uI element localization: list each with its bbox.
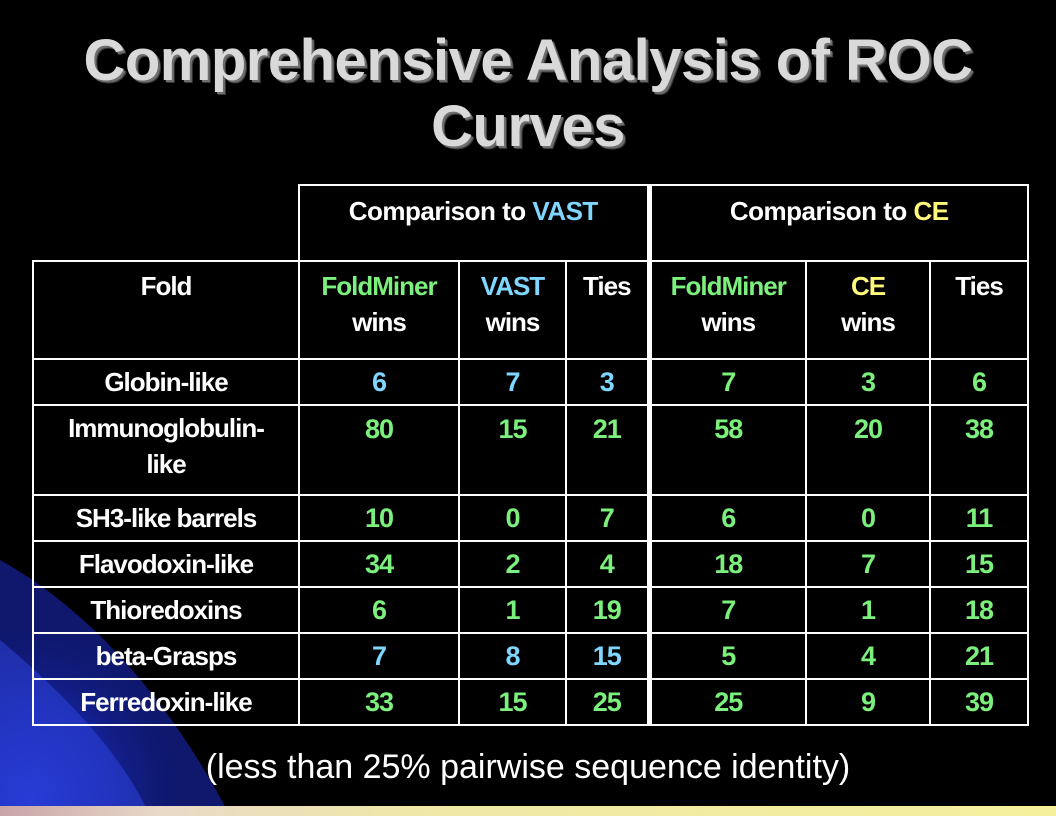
slide-title-line2: Curves — [431, 94, 625, 159]
cell-ce-wins: 0 — [805, 494, 931, 542]
cell-ce-foldminer-wins: 18 — [646, 540, 807, 588]
column-header-ce-ties: Ties — [929, 260, 1029, 360]
cell-vast-foldminer-wins: 34 — [298, 540, 460, 588]
cell-ce-foldminer-wins: 58 — [646, 404, 807, 496]
group-header-vast: Comparison to VAST — [298, 184, 650, 262]
slide-title-line1: Comprehensive Analysis of ROC — [83, 28, 973, 93]
table-row: beta-Grasps 7 8 15 5 4 21 — [32, 632, 1029, 680]
cell-ce-ties: 11 — [929, 494, 1029, 542]
cell-ce-wins: 7 — [805, 540, 931, 588]
cell-ce-foldminer-wins: 25 — [646, 678, 807, 726]
row-label: Globin-like — [32, 358, 300, 406]
cell-ce-wins: 3 — [805, 358, 931, 406]
roc-comparison-table: Comparison to VAST Comparison to CE Fold… — [32, 184, 1029, 726]
cell-ce-ties: 6 — [929, 358, 1029, 406]
cell-vast-wins: 1 — [458, 586, 567, 634]
column-header-vast-ties: Ties — [565, 260, 650, 360]
cell-ce-ties: 39 — [929, 678, 1029, 726]
table-row: Flavodoxin-like 34 2 4 18 7 15 — [32, 540, 1029, 588]
cell-ce-foldminer-wins: 7 — [646, 586, 807, 634]
table-column-header-row: Fold FoldMiner wins VAST wins Ties FoldM… — [32, 260, 1029, 360]
table-row: Thioredoxins 6 1 19 7 1 18 — [32, 586, 1029, 634]
cell-vast-wins: 7 — [458, 358, 567, 406]
table-group-header-row: Comparison to VAST Comparison to CE — [33, 184, 1029, 262]
group-header-ce: Comparison to CE — [646, 184, 1029, 262]
cell-vast-foldminer-wins: 33 — [298, 678, 460, 726]
cell-ce-foldminer-wins: 6 — [646, 494, 807, 542]
column-header-vast-foldminer-wins: FoldMiner wins — [298, 260, 460, 360]
column-header-fold: Fold — [32, 260, 300, 360]
cell-ce-wins: 4 — [805, 632, 931, 680]
bottom-decoration-strip — [0, 806, 1056, 816]
cell-vast-ties: 4 — [565, 540, 650, 588]
cell-vast-ties: 21 — [565, 404, 650, 496]
table-corner — [33, 185, 299, 261]
cell-vast-foldminer-wins: 80 — [298, 404, 460, 496]
cell-ce-wins: 1 — [805, 586, 931, 634]
row-label: Ferredoxin-like — [32, 678, 300, 726]
cell-ce-foldminer-wins: 7 — [646, 358, 807, 406]
cell-vast-wins: 15 — [458, 404, 567, 496]
cell-vast-ties: 7 — [565, 494, 650, 542]
cell-vast-wins: 2 — [458, 540, 567, 588]
cell-vast-ties: 15 — [565, 632, 650, 680]
table-row: Immunoglobulin- like 80 15 21 58 20 38 — [32, 404, 1029, 496]
cell-vast-foldminer-wins: 6 — [298, 586, 460, 634]
cell-ce-ties: 38 — [929, 404, 1029, 496]
group-ce-name: CE — [913, 196, 950, 226]
row-label: Flavodoxin-like — [32, 540, 300, 588]
cell-ce-foldminer-wins: 5 — [646, 632, 807, 680]
cell-ce-ties: 15 — [929, 540, 1029, 588]
table-row: SH3-like barrels 10 0 7 6 0 11 — [32, 494, 1029, 542]
cell-vast-ties: 25 — [565, 678, 650, 726]
row-label: beta-Grasps — [32, 632, 300, 680]
row-label: Immunoglobulin- like — [32, 404, 300, 496]
column-header-ce-foldminer-wins: FoldMiner wins — [646, 260, 807, 360]
cell-ce-wins: 20 — [805, 404, 931, 496]
cell-ce-ties: 21 — [929, 632, 1029, 680]
footnote: (less than 25% pairwise sequence identit… — [205, 748, 851, 786]
cell-vast-wins: 0 — [458, 494, 567, 542]
column-header-ce-wins: CE wins — [805, 260, 931, 360]
cell-vast-ties: 19 — [565, 586, 650, 634]
row-label: SH3-like barrels — [32, 494, 300, 542]
cell-vast-foldminer-wins: 7 — [298, 632, 460, 680]
cell-vast-foldminer-wins: 6 — [298, 358, 460, 406]
cell-ce-ties: 18 — [929, 586, 1029, 634]
cell-ce-wins: 9 — [805, 678, 931, 726]
table-row: Ferredoxin-like 33 15 25 25 9 39 — [32, 678, 1029, 726]
cell-vast-foldminer-wins: 10 — [298, 494, 460, 542]
table-row: Globin-like 6 7 3 7 3 6 — [32, 358, 1029, 406]
column-header-vast-wins: VAST wins — [458, 260, 567, 360]
group-vast-name: VAST — [532, 196, 598, 226]
cell-vast-wins: 8 — [458, 632, 567, 680]
row-label: Thioredoxins — [32, 586, 300, 634]
cell-vast-ties: 3 — [565, 358, 650, 406]
slide-title: Comprehensive Analysis of ROC Curves — [0, 28, 1056, 160]
cell-vast-wins: 15 — [458, 678, 567, 726]
